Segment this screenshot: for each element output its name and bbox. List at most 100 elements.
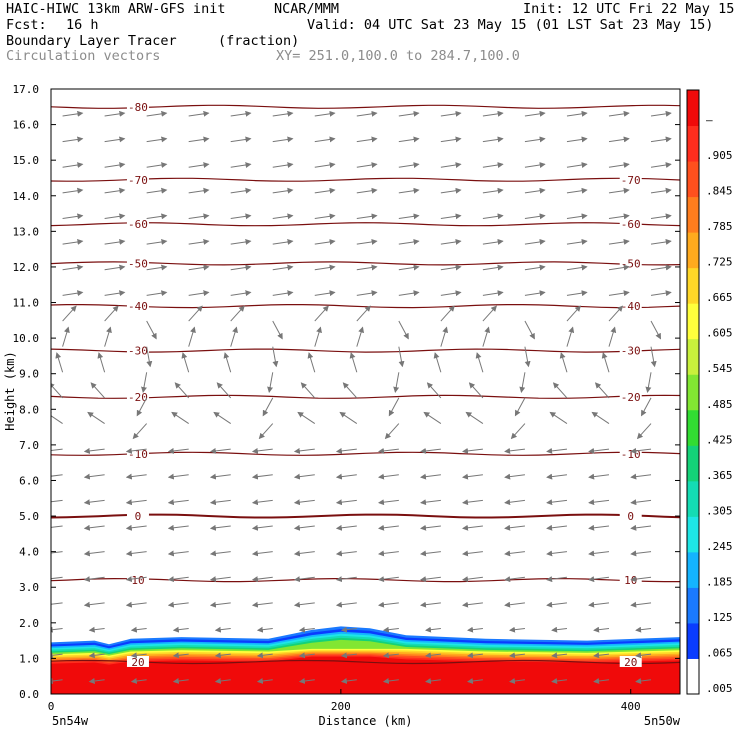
isotherm-line [51,577,680,583]
circulation-vector [146,320,157,340]
circulation-vector [510,423,526,440]
x-end-location: 5n50w [644,714,681,728]
circulation-vector [630,499,652,506]
isotherm-label: -50 [128,257,148,270]
valid-time: Valid: 04 UTC Sat 23 May 15 (01 LST Sat … [307,17,714,33]
colorbar-label: .725 [706,256,733,269]
x-start-location: 5n54w [52,714,89,728]
circulation-vector [256,678,273,684]
y-tick-label: 6.0 [19,474,39,487]
circulation-vector [272,346,279,368]
circulation-vector [104,305,119,322]
isotherm-label-bg [619,257,642,269]
circulation-vector [62,213,84,220]
circulation-vector [83,601,105,608]
circulation-vector [514,397,526,417]
circulation-vector [314,326,322,347]
circulation-vector [588,473,610,480]
y-axis-title: Height (km) [3,351,17,430]
circulation-vector [524,346,531,368]
circulation-vector [125,447,147,454]
circulation-vector [335,524,357,531]
circulation-vector [635,626,652,633]
circulation-vector [167,473,189,480]
circulation-vector [136,397,148,417]
circulation-vector [608,213,630,220]
isotherm-label-bg [126,510,149,522]
colorbar-swatch [687,303,699,340]
circulation-vector [293,447,315,454]
circulation-vector [300,382,316,399]
circulation-vector [630,447,652,454]
circulation-vector [216,382,232,399]
circulation-vector [398,320,409,340]
y-tick-label: 11.0 [13,297,40,310]
colorbar-swatch [687,480,699,517]
circulation-vector [125,550,147,557]
circulation-vector [425,652,441,659]
circulation-vector [440,136,462,143]
circulation-vector [440,110,462,117]
isotherm-label: -30 [621,345,641,358]
circulation-vector [51,626,63,633]
circulation-vector [267,372,274,393]
circulation-vector [272,290,294,297]
circulation-vector [314,187,336,194]
isotherm-label: -80 [128,101,148,114]
circulation-vector [398,187,420,194]
circulation-vector [104,213,126,220]
circulation-vector [356,187,378,194]
circulation-vector [83,576,105,583]
circulation-vector [650,136,672,143]
circulation-vector [468,382,484,399]
circulation-vector [340,652,357,659]
isotherm-line [51,394,680,399]
circulation-vector [188,110,210,117]
circulation-vector [272,136,294,143]
isotherm-label-bg [619,300,642,312]
circulation-vector [230,326,238,347]
circulation-vector [382,678,399,684]
circulation-vector [51,576,63,580]
isotherm-label-bg [126,574,149,586]
isotherm-label-bg [126,447,149,459]
circulation-vector [340,626,357,633]
isotherm-label-bg [619,510,642,522]
isotherm-label-bg [126,100,149,112]
circulation-vector [146,264,168,271]
circulation-vector [83,447,105,454]
circulation-vector [650,264,672,271]
colorbar-label: .665 [706,291,733,304]
circulation-vector [398,264,420,271]
circulation-vector [104,136,126,143]
circulation-vector [88,626,105,633]
circulation-vector [566,326,575,347]
circulation-vector [339,411,358,424]
fcst-label: Fcst: [6,17,47,33]
circulation-vector [146,136,168,143]
field2-name: Circulation vectors [6,48,161,64]
circulation-vector [51,602,63,605]
y-tick-label: 9.0 [19,368,39,381]
circulation-vector [51,448,63,452]
circulation-vector [504,499,525,506]
circulation-vector [132,423,148,440]
circulation-vector [214,626,231,633]
circulation-vector [420,550,441,557]
circulation-vector [509,652,525,659]
y-tick-label: 10.0 [13,332,40,345]
isotherm-label-bg [126,344,149,356]
circulation-vector [630,473,652,480]
circulation-vector [188,264,210,271]
y-tick-label: 1.0 [19,652,39,665]
circulation-vector [398,346,405,368]
circulation-vector [230,290,252,297]
circulation-vector [230,110,252,117]
isotherm-label-bg [126,655,149,667]
circulation-vector [293,524,315,531]
circulation-vector [125,601,147,608]
circulation-vector [188,136,210,143]
circulation-vector [188,213,210,220]
circulation-vector [213,411,231,424]
fcst-value: 16 h [66,17,99,33]
